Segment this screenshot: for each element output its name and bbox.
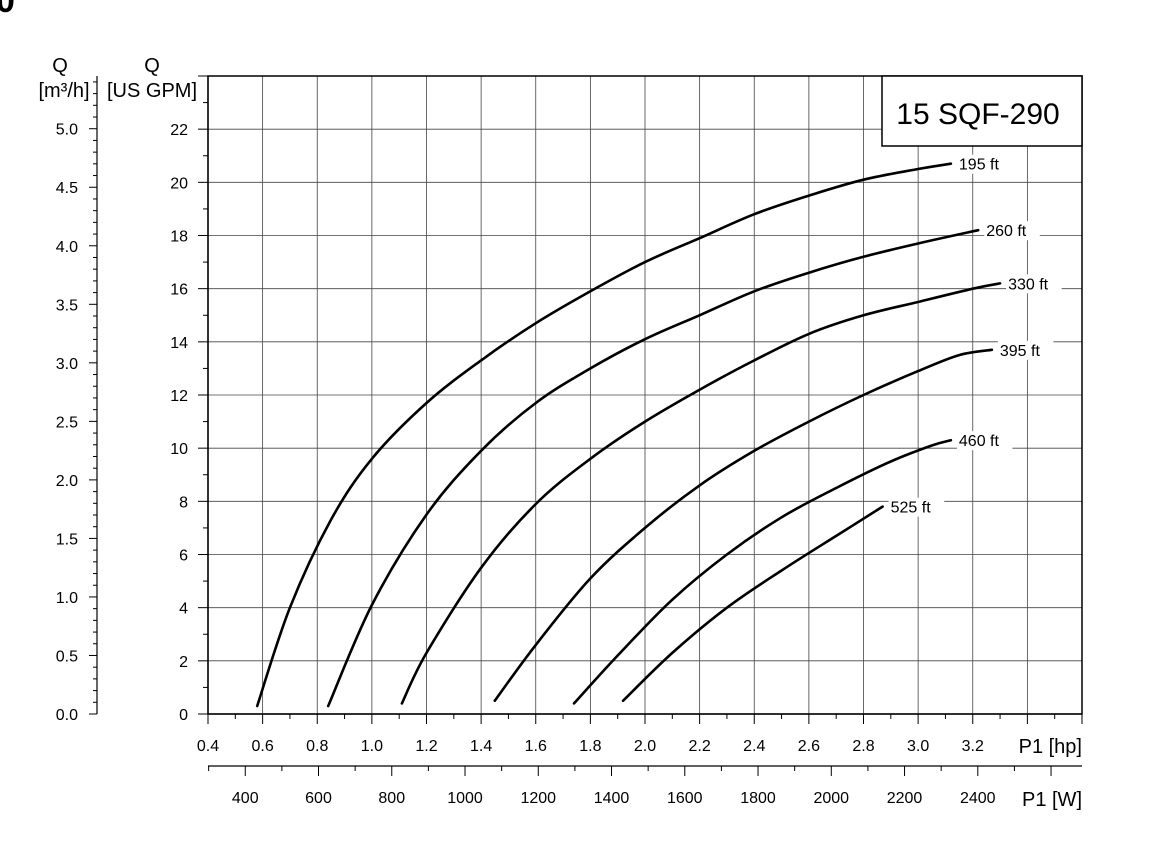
x-axis-tick-label: 1.4	[470, 738, 492, 755]
y2-axis-tick-label: 5.0	[56, 122, 78, 139]
y-axis-tick-label: 4	[179, 601, 188, 618]
x-axis-tick-label: 3.2	[962, 738, 984, 755]
curve-label-330-ft: 330 ft	[1008, 276, 1049, 293]
y-axis-tick-label: 16	[170, 282, 188, 299]
x2-axis-tick-label: 1800	[740, 790, 776, 807]
curve-label-260-ft: 260 ft	[986, 223, 1027, 240]
y2-axis-title-line2: [m³/h]	[38, 80, 89, 102]
y2-axis-tick-label: 2.5	[56, 414, 78, 431]
y-axis-tick-label: 0	[179, 707, 188, 724]
y2-axis-tick-label: 1.5	[56, 531, 78, 548]
curve-label-bg	[956, 431, 1013, 451]
y2-axis-tick-label: 1.0	[56, 590, 78, 607]
x2-axis-tick-label: 2400	[960, 790, 996, 807]
y-axis-title-line2: [US GPM]	[107, 80, 197, 102]
y-axis-tick-label: 8	[179, 494, 188, 511]
x-axis-tick-label: 1.2	[415, 738, 437, 755]
x-axis-tick-label: 0.8	[306, 738, 328, 755]
y2-axis-tick-label: 3.0	[56, 356, 78, 373]
x-axis-tick-label: 2.8	[852, 738, 874, 755]
y-axis-tick-label: 22	[170, 122, 188, 139]
x-axis-tick-label: 3.0	[907, 738, 929, 755]
x-axis-tick-label: 1.0	[361, 738, 383, 755]
x-axis-tick-label: 1.6	[525, 738, 547, 755]
y-axis-tick-label: 2	[179, 654, 188, 671]
chart-title: 15 SQF-290	[896, 98, 1059, 131]
x-axis-tick-label: 1.8	[579, 738, 601, 755]
y-axis-tick-label: 20	[170, 175, 188, 192]
x-axis-tick-label: 2.0	[634, 738, 656, 755]
x2-axis-tick-label: 1000	[447, 790, 483, 807]
x-axis-tick-label: 0.6	[252, 738, 274, 755]
curve-395-ft	[493, 348, 994, 702]
y-axis-title-line1: Q	[144, 55, 160, 77]
grid	[207, 75, 1083, 715]
curve-260-ft	[326, 228, 980, 708]
x-axis-tick-label: 2.6	[798, 738, 820, 755]
y2-axis-tick-label: 0.5	[56, 648, 78, 665]
x-axis-tick-label: 0.4	[197, 738, 219, 755]
curve-label-195-ft: 195 ft	[959, 157, 1000, 174]
x2-axis-tick-label: 2200	[887, 790, 923, 807]
curve-label-bg	[1006, 274, 1062, 294]
curve-525-ft	[621, 505, 884, 702]
x-axis-tick-label: 2.4	[743, 738, 765, 755]
y-axis-tick-label: 6	[179, 548, 188, 565]
x2-axis-tick-label: 1600	[667, 790, 703, 807]
curve-195-ft	[255, 162, 953, 708]
curve-label-525-ft: 525 ft	[891, 500, 932, 517]
curve-label-bg	[997, 340, 1054, 360]
y-axis-tick-label: 10	[170, 441, 188, 458]
x2-axis-tick-label: 2000	[813, 790, 849, 807]
title-box	[881, 75, 1083, 147]
x-axis-title: P1 [hp]	[1019, 736, 1082, 758]
y-axis-tick-label: 12	[170, 388, 188, 405]
curves: 195 ft 260 ft 330 ft 395 ft 460 ft 525 ft	[255, 154, 1062, 708]
x2-axis-tick-label: 1200	[520, 790, 556, 807]
x2-axis-tick-label: 1400	[594, 790, 630, 807]
y2-axis-tick-label: 0.0	[56, 707, 78, 724]
x2-axis-tick-label: 600	[305, 790, 332, 807]
y2-axis-tick-label: 3.5	[56, 297, 78, 314]
curve-label-395-ft: 395 ft	[1000, 343, 1041, 360]
y-axis-tick-label: 14	[170, 335, 188, 352]
curve-460-ft	[572, 438, 953, 705]
x2-axis-tick-label: 800	[378, 790, 405, 807]
x-axis-tick-label: 2.2	[689, 738, 711, 755]
y2-axis-title-line1: Q	[52, 55, 68, 77]
corner-heading-fragment: 0	[0, 0, 15, 20]
x2-axis-tick-label: 400	[232, 790, 259, 807]
y2-axis-tick-label: 2.0	[56, 473, 78, 490]
y2-axis-tick-label: 4.0	[56, 239, 78, 256]
curve-label-460-ft: 460 ft	[959, 433, 1000, 450]
curve-label-bg	[888, 497, 945, 517]
y2-axis-tick-label: 4.5	[56, 180, 78, 197]
y-axis-tick-label: 18	[170, 229, 188, 246]
curve-label-bg	[984, 221, 1040, 241]
axes: 0.4 0.6 0.8 1.0 1.2 1.4 1.6 1.8 2.0 2.2 2.4 2.6 2.8 3…	[56, 75, 1083, 807]
curve-label-bg	[956, 154, 1013, 174]
curve-330-ft	[400, 282, 1002, 705]
x2-axis-title: P1 [W]	[1022, 789, 1082, 811]
